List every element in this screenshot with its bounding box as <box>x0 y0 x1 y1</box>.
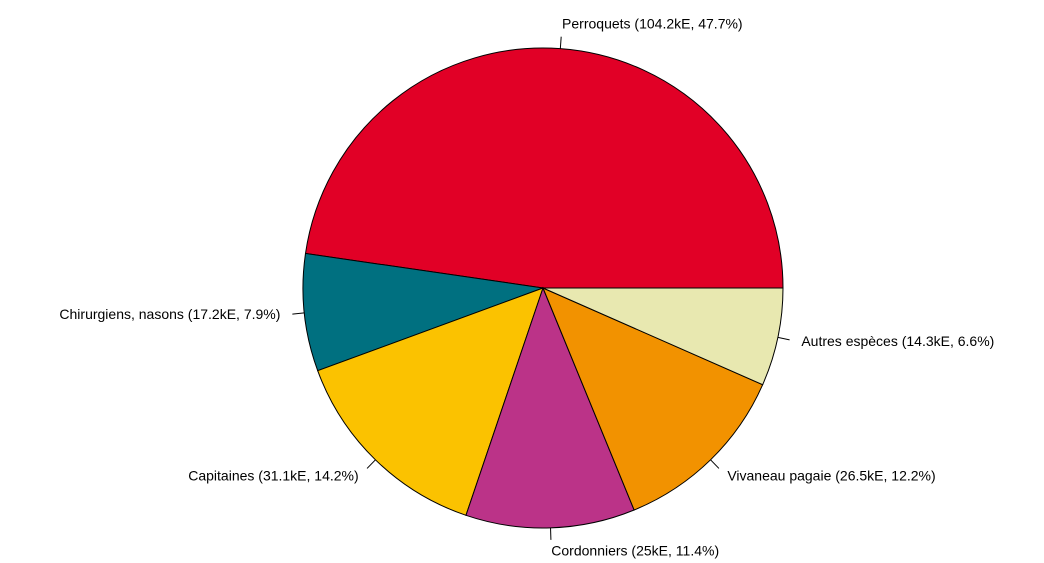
leader-line <box>710 459 720 469</box>
slice-label: Capitaines (31.1kE, 14.2%) <box>188 468 358 484</box>
slice-label: Vivaneau pagaie (26.5kE, 12.2%) <box>727 468 935 484</box>
pie-slice <box>304 47 784 289</box>
slice-label: Perroquets (104.2kE, 47.7%) <box>562 15 743 31</box>
slice-label: Cordonniers (25kE, 11.4%) <box>551 543 719 559</box>
pie-slice <box>317 287 544 516</box>
leader-line <box>777 336 790 341</box>
leader-line <box>559 36 562 49</box>
slice-label: Autres espèces (14.3kE, 6.6%) <box>801 333 994 349</box>
slice-label: Chirurgiens, nasons (17.2kE, 7.9%) <box>59 306 280 322</box>
leader-line <box>366 459 376 469</box>
pie-slice <box>302 252 544 372</box>
leader-line <box>292 312 305 315</box>
pie-slice <box>542 287 764 511</box>
